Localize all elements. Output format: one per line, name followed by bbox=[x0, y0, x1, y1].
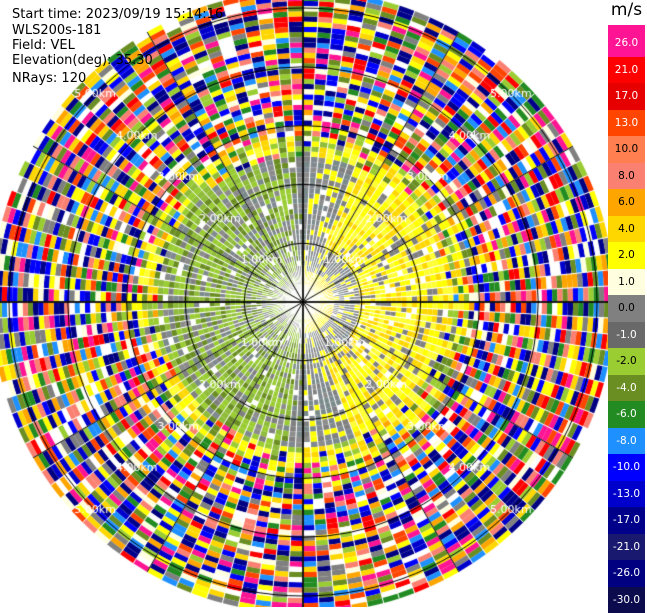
colorbar-tick-label: -6.0 bbox=[608, 401, 645, 428]
colorbar-tick-label: 0.0 bbox=[608, 295, 645, 322]
field-label: Field: VEL bbox=[12, 38, 75, 53]
colorbar-tick-label: -26.0 bbox=[608, 560, 645, 587]
colorbar-tick-label: 10.0 bbox=[608, 136, 645, 163]
colorbar-tick-label: -13.0 bbox=[608, 481, 645, 508]
site-label: WLS200s-181 bbox=[12, 23, 101, 38]
colorbar-tick-label: -21.0 bbox=[608, 534, 645, 561]
colorbar-tick-label: 4.0 bbox=[608, 216, 645, 243]
colorbar-tick-label: -30.0 bbox=[608, 587, 645, 613]
colorbar-tick-label: 17.0 bbox=[608, 83, 645, 110]
colorbar-tick-label: -4.0 bbox=[608, 375, 645, 402]
colorbar-tick-label: 2.0 bbox=[608, 242, 645, 269]
colorbar-tick-label: 8.0 bbox=[608, 163, 645, 190]
elevation-label: Elevation(deg): 35.30 bbox=[12, 53, 153, 68]
start-time-label: Start time: 2023/09/19 15:14:16 bbox=[12, 7, 223, 22]
colorbar-tick-label: -17.0 bbox=[608, 507, 645, 534]
colorbar-tick-label: 1.0 bbox=[608, 269, 645, 296]
colorbar-tick-label: -10.0 bbox=[608, 454, 645, 481]
colorbar-tick-label: -8.0 bbox=[608, 428, 645, 455]
colorbar-tick-label: 21.0 bbox=[608, 57, 645, 84]
colorbar-tick-label: 6.0 bbox=[608, 189, 645, 216]
colorbar-tick-label: 26.0 bbox=[608, 30, 645, 57]
colorbar-unit: m/s bbox=[608, 0, 645, 20]
nrays-label: NRays: 120 bbox=[12, 71, 86, 86]
colorbar-tick-label: -1.0 bbox=[608, 322, 645, 349]
colorbar-tick-label: -2.0 bbox=[608, 348, 645, 375]
colorbar-tick-label: 13.0 bbox=[608, 110, 645, 137]
